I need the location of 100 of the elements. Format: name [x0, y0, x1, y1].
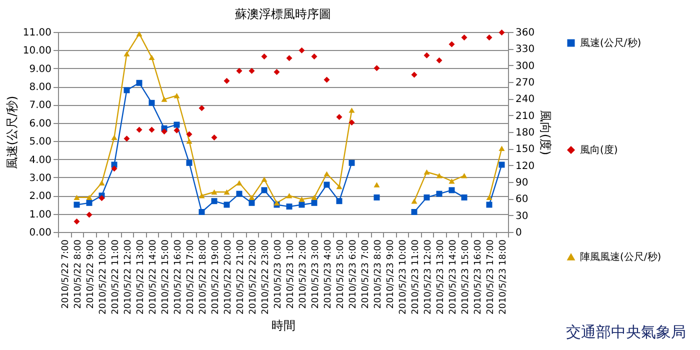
x-tick-label: 2010/5/23 0:00	[273, 239, 284, 309]
x-tick-label: 2010/5/23 4:00	[323, 239, 334, 309]
point	[124, 51, 130, 56]
point	[448, 178, 455, 184]
point	[111, 166, 118, 172]
point	[436, 57, 442, 64]
point	[161, 96, 168, 102]
x-tick-label: 2010/5/22 8:00	[73, 239, 84, 309]
x-tick-label: 2010/5/22 20:00	[223, 239, 234, 314]
point	[211, 189, 218, 195]
x-tick-label: 2010/5/23 9:00	[386, 239, 396, 309]
point	[98, 180, 105, 186]
x-tick-label: 2010/5/22 13:00	[136, 239, 146, 314]
y2-tick-label: 330	[516, 44, 535, 56]
y-tick-label: 6.00	[29, 118, 52, 130]
point	[448, 41, 455, 48]
y2-tick-label: 300	[516, 60, 535, 72]
point	[161, 128, 168, 134]
point	[461, 194, 468, 200]
point	[424, 169, 430, 175]
point	[324, 171, 330, 176]
point	[348, 120, 355, 126]
point	[498, 162, 505, 168]
y-tick-label: 0.00	[29, 228, 52, 238]
y-tick-label: 4.00	[29, 154, 52, 166]
point	[336, 184, 342, 190]
point	[236, 180, 242, 186]
point	[236, 68, 242, 74]
point	[298, 202, 305, 208]
point	[148, 126, 155, 133]
point	[286, 193, 292, 198]
point	[248, 200, 255, 206]
point	[174, 122, 180, 128]
point	[411, 72, 418, 78]
x-tick-label: 2010/5/22 10:00	[98, 239, 108, 314]
point	[136, 31, 142, 36]
y-tick-label: 10.00	[22, 46, 52, 57]
point	[236, 190, 242, 197]
y-tick-label: 5.00	[29, 136, 52, 148]
point	[311, 200, 318, 206]
point	[86, 200, 92, 206]
chart-title: 蘇澳浮標風時序圖	[235, 7, 331, 21]
point	[486, 202, 492, 208]
x-tick-label: 2010/5/22 17:00	[186, 239, 196, 314]
y2-tick-label: 60	[516, 194, 528, 206]
point	[224, 202, 230, 208]
point	[74, 194, 80, 200]
x-tick-label: 2010/5/22 15:00	[160, 239, 171, 314]
y-tick-label: 8.00	[29, 82, 52, 94]
point	[261, 187, 268, 194]
point	[461, 173, 468, 178]
point	[411, 198, 418, 204]
y-tick-label: 1.00	[29, 209, 52, 220]
point	[224, 78, 230, 84]
point	[336, 114, 342, 120]
x-tick-label: 2010/5/23 15:00	[460, 239, 471, 314]
y-tick-label: 9.00	[29, 64, 52, 75]
point	[248, 194, 255, 200]
point	[436, 173, 442, 178]
point	[374, 194, 380, 200]
point	[298, 47, 305, 54]
y-tick-label: 3.00	[29, 172, 52, 184]
point	[336, 198, 342, 204]
x-tick-label: 2010/5/23 14:00	[448, 239, 458, 314]
point	[124, 136, 130, 142]
y2-tick-label: 360	[516, 28, 535, 38]
point	[136, 80, 142, 86]
x-tick-label: 2010/5/22 23:00	[260, 239, 271, 314]
x-tick-label: 2010/5/22 7:00	[60, 239, 71, 309]
x-axis-title: 時間	[272, 318, 296, 332]
point	[261, 176, 268, 182]
point	[148, 100, 155, 106]
y2-tick-label: 150	[516, 144, 535, 156]
point	[324, 182, 330, 188]
point	[98, 195, 105, 202]
legend-label: 風向(度)	[580, 144, 618, 156]
x-tick-label: 2010/5/23 5:00	[336, 239, 346, 309]
point	[424, 52, 430, 58]
y2-axis-title: 風向(度)	[538, 110, 553, 156]
y2-tick-label: 270	[516, 78, 535, 88]
point	[86, 212, 92, 218]
point	[198, 105, 205, 112]
x-tick-label: 2010/5/23 18:00	[498, 239, 508, 314]
point	[111, 134, 118, 140]
point	[498, 30, 505, 36]
point	[286, 55, 292, 62]
x-tick-label: 2010/5/23 10:00	[398, 239, 408, 314]
point	[324, 76, 330, 83]
y2-tick-label: 0	[516, 228, 522, 238]
y2-tick-label: 30	[516, 210, 528, 222]
point	[348, 160, 355, 166]
x-tick-label: 2010/5/23 12:00	[423, 239, 434, 314]
point	[136, 126, 142, 133]
point	[348, 108, 355, 113]
point	[211, 198, 218, 204]
point	[261, 53, 268, 60]
x-tick-label: 2010/5/23 11:00	[410, 239, 421, 314]
x-tick-label: 2010/5/23 3:00	[310, 239, 321, 309]
point	[74, 218, 80, 224]
y2-tick-label: 180	[516, 128, 535, 138]
